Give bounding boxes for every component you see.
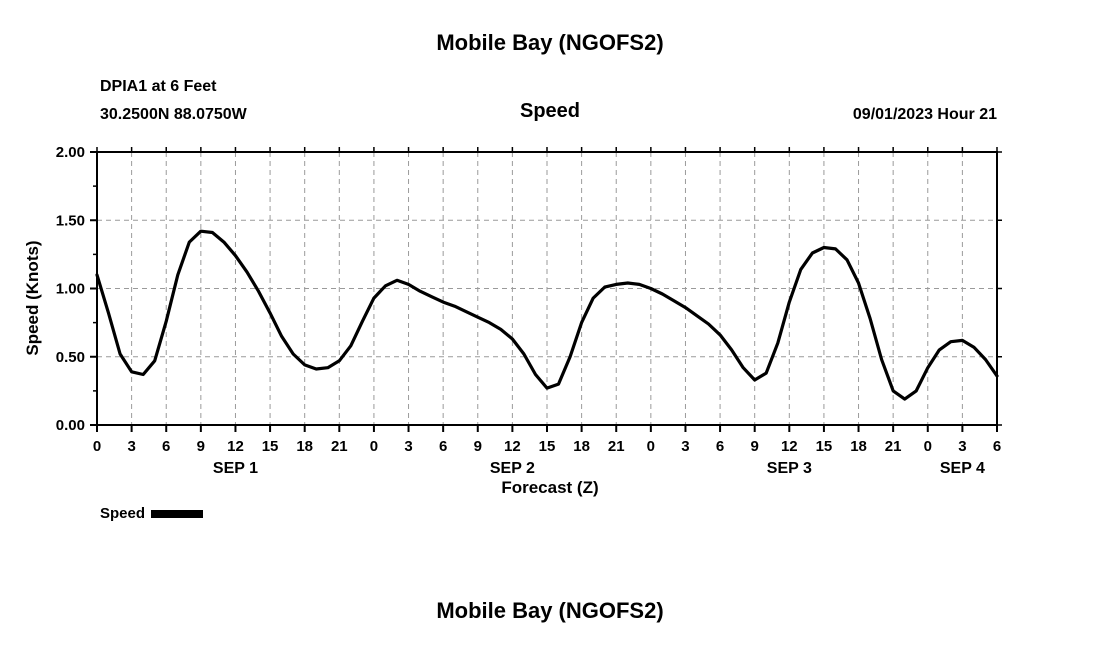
svg-text:SEP 1: SEP 1 [213,460,258,477]
svg-text:SEP 2: SEP 2 [490,460,535,477]
svg-text:12: 12 [504,438,521,455]
chart-datetime: 09/01/2023 Hour 21 [852,106,997,123]
svg-text:18: 18 [850,438,867,455]
svg-text:0: 0 [924,438,932,455]
x-axis-title: Forecast (Z) [501,478,599,497]
svg-text:21: 21 [885,438,902,455]
station-coordinates: 30.2500N 88.0750W [100,106,247,123]
svg-text:6: 6 [993,438,1001,455]
svg-text:15: 15 [539,438,556,455]
legend-line-swatch-icon [151,509,204,518]
svg-text:6: 6 [439,438,447,455]
svg-text:0.50: 0.50 [56,349,85,366]
svg-text:0.00: 0.00 [56,417,85,434]
svg-text:9: 9 [751,438,759,455]
speed-chart: 0 3 6 9 12 15 18 21 0 3 6 9 12 15 18 21 0 3 6 9 12 15 18 21 0 3 6 0… [56,144,1002,477]
svg-text:3: 3 [127,438,135,455]
svg-text:18: 18 [573,438,590,455]
svg-text:21: 21 [331,438,348,455]
svg-text:1.50: 1.50 [56,212,85,229]
svg-text:3: 3 [404,438,412,455]
svg-text:2.00: 2.00 [56,144,85,161]
svg-text:21: 21 [608,438,625,455]
svg-text:3: 3 [958,438,966,455]
legend-label: Speed [100,505,146,522]
svg-text:3: 3 [681,438,689,455]
svg-text:0: 0 [647,438,655,455]
svg-text:SEP 3: SEP 3 [767,460,812,477]
svg-text:9: 9 [197,438,205,455]
svg-text:6: 6 [716,438,724,455]
svg-text:12: 12 [781,438,798,455]
legend: Speed [100,505,204,522]
svg-text:0: 0 [93,438,101,455]
svg-text:6: 6 [162,438,170,455]
station-name: DPIA1 at 6 Feet [100,78,217,95]
chart-title: Speed [519,100,581,122]
svg-text:1.00: 1.00 [56,281,85,298]
svg-text:15: 15 [816,438,833,455]
svg-text:12: 12 [227,438,244,455]
svg-text:0: 0 [370,438,378,455]
page-title: Mobile Bay (NGOFS2) [436,30,664,55]
footer-page-title: Mobile Bay (NGOFS2) [436,598,664,623]
svg-text:18: 18 [296,438,313,455]
svg-text:SEP 4: SEP 4 [940,460,985,477]
svg-text:9: 9 [474,438,482,455]
svg-text:15: 15 [262,438,279,455]
